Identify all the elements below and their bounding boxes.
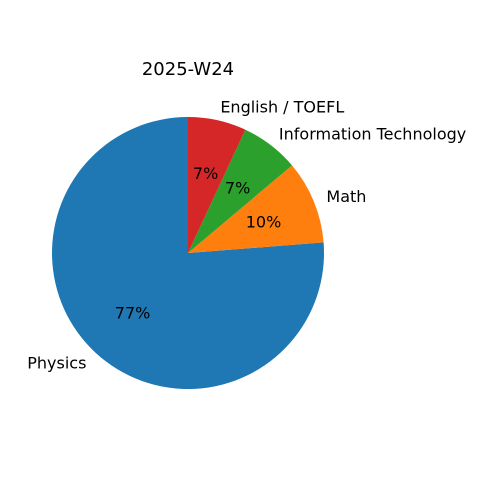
- pie-percent-math: 10%: [246, 213, 282, 232]
- pie-category-labels: Physics Math Information Technology English…: [27, 97, 466, 372]
- chart-title: 2025-W24: [142, 59, 234, 80]
- pie-percent-physics: 77%: [115, 303, 151, 322]
- pie-percent-information-technology: 7%: [225, 179, 250, 198]
- pie-label-physics: Physics: [27, 353, 86, 372]
- pie-slice-information-technology: [188, 129, 293, 253]
- pie-slices: [52, 117, 324, 389]
- pie-slice-english-toefl: [188, 117, 246, 253]
- pie-slice-math: [188, 165, 324, 253]
- pie-label-information-technology: Information Technology: [279, 125, 466, 144]
- pie-percent-labels: 77% 10% 7% 7%: [115, 164, 281, 323]
- pie-label-math: Math: [326, 187, 366, 206]
- pie-percent-english-toefl: 7%: [193, 164, 218, 183]
- pie-label-english-toefl: English / TOEFL: [220, 97, 344, 116]
